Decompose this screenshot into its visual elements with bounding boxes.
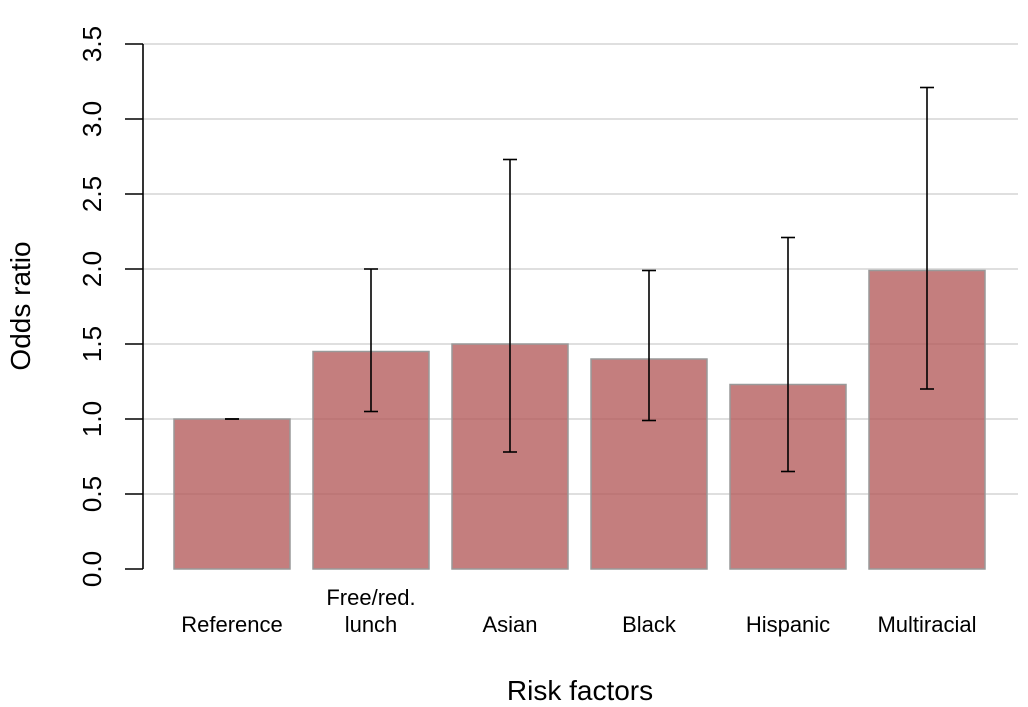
error-bar <box>364 268 378 413</box>
y-tick-label: 1.0 <box>77 401 107 437</box>
y-tick-label: 2.5 <box>77 176 107 212</box>
error-bar <box>503 158 517 453</box>
x-tick-labels: Reference Free/red. lunch Asian Black Hispani… <box>181 585 976 637</box>
x-tick-label: Multiracial <box>877 612 976 637</box>
y-tick-label: 0.5 <box>77 476 107 512</box>
y-axis-title: Odds ratio <box>5 241 36 370</box>
bar <box>173 418 291 570</box>
x-tick-label: Black <box>622 612 677 637</box>
x-tick-label: Free/red. lunch <box>326 585 415 637</box>
y-tick-label: 2.0 <box>77 251 107 287</box>
bars <box>173 269 986 570</box>
y-tick-label: 3.5 <box>77 26 107 62</box>
error-bar <box>781 236 795 473</box>
y-axis: 0.0 0.5 1.0 1.5 2.0 2.5 3.0 3.5 <box>77 26 144 587</box>
y-tick-label: 0.0 <box>77 551 107 587</box>
error-bar <box>920 86 934 390</box>
y-tick-label: 1.5 <box>77 326 107 362</box>
error-bars <box>225 86 934 473</box>
x-tick-label: Asian <box>482 612 537 637</box>
x-tick-label: Reference <box>181 612 283 637</box>
x-tick-label: Hispanic <box>746 612 830 637</box>
error-bar <box>642 269 656 422</box>
x-axis-title: Risk factors <box>507 675 653 706</box>
y-tick-label: 3.0 <box>77 101 107 137</box>
